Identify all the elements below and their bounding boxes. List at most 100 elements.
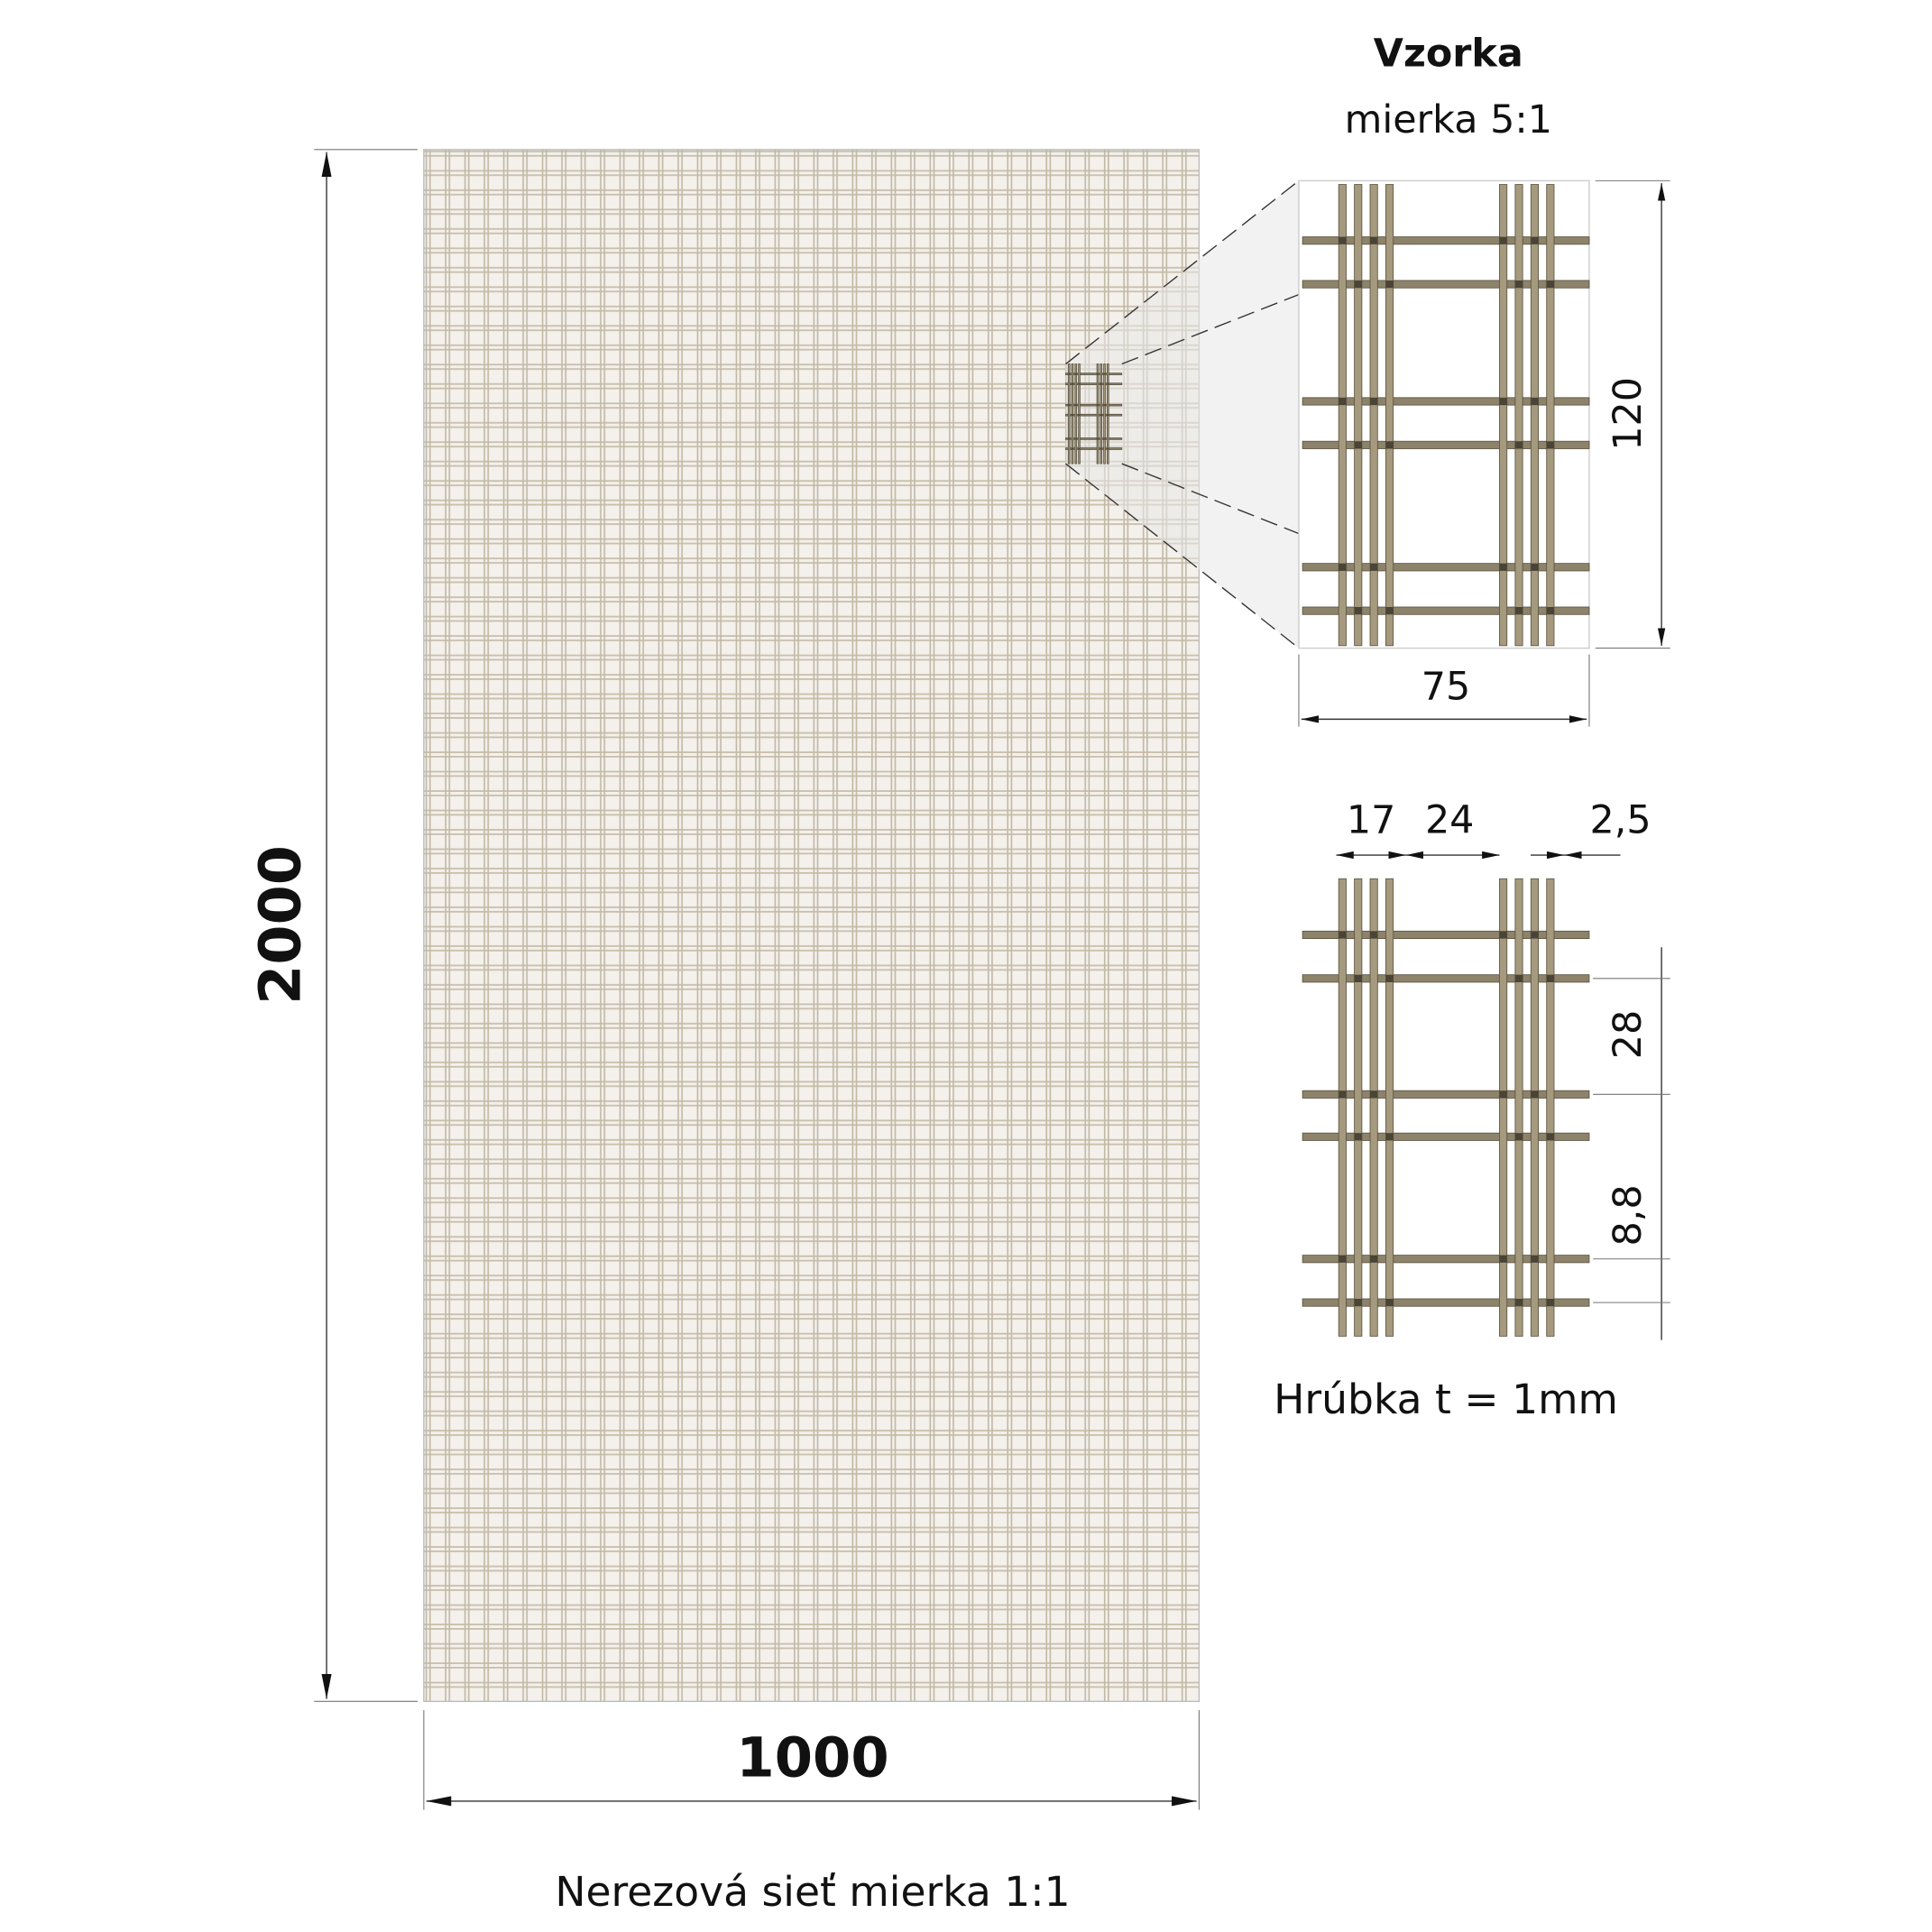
wire-crossing	[1370, 1255, 1378, 1263]
vertical-wire	[1067, 363, 1071, 465]
wire-crossing	[1370, 236, 1378, 244]
vertical-wire	[1074, 363, 1078, 465]
wire-crossing	[1099, 447, 1102, 450]
horizontal-wire	[1302, 1298, 1590, 1307]
wire-crossing	[1514, 1133, 1523, 1141]
wire-crossing	[1354, 280, 1362, 289]
wire-crossing	[1546, 441, 1554, 449]
wire-crossing	[1339, 1090, 1347, 1099]
wire-crossing	[1385, 1133, 1394, 1141]
wire-crossing	[1531, 397, 1539, 406]
wire-crossing	[1370, 931, 1378, 939]
wire-crossing	[1097, 437, 1099, 440]
vertical-wire	[1078, 363, 1081, 465]
horizontal-wire	[1065, 413, 1123, 417]
horizontal-wire	[1065, 382, 1123, 385]
sample-height: 120	[1605, 377, 1651, 451]
wire-crossing	[1514, 974, 1523, 982]
vertical-wire	[1546, 184, 1555, 647]
wire-crossing	[1370, 563, 1378, 571]
wire-crossing	[1107, 447, 1109, 450]
wire-crossing	[1078, 382, 1081, 385]
wire-crossing	[1385, 441, 1394, 449]
horizontal-wire	[1302, 397, 1590, 406]
dim-gap: 24	[1425, 798, 1475, 843]
wire-crossing	[1078, 414, 1081, 417]
wire-crossing	[1103, 437, 1106, 440]
wire-crossing	[1339, 236, 1347, 244]
wire-crossing	[1514, 607, 1523, 615]
wire-crossing	[1546, 1133, 1554, 1141]
wire-crossing	[1107, 382, 1109, 385]
wire-crossing	[1499, 1255, 1507, 1263]
wire-crossing	[1385, 607, 1394, 615]
horizontal-wire	[1065, 437, 1123, 440]
wire-crossing	[1499, 563, 1507, 571]
wire-crossing	[1072, 414, 1073, 417]
horizontal-wire	[1302, 930, 1590, 940]
vertical-wire	[1499, 184, 1508, 647]
vertical-wire	[1099, 363, 1103, 465]
panel-height: 2000	[247, 845, 314, 1005]
vertical-wire	[1103, 363, 1106, 465]
wire-crossing	[1354, 974, 1362, 982]
wire-crossing	[1370, 1090, 1378, 1099]
dim-wire: 2,5	[1589, 798, 1651, 843]
wire-crossing	[1068, 437, 1071, 440]
zoom-projection	[1065, 180, 1299, 649]
panel-caption: Nerezová sieť mierka 1:1	[555, 1868, 1070, 1916]
zoom-region	[1065, 363, 1123, 465]
horizontal-wire	[1302, 1132, 1590, 1141]
wire-crossing	[1385, 1298, 1394, 1307]
vertical-wire	[1514, 184, 1523, 647]
vertical-wire	[1514, 878, 1523, 1337]
wire-crossing	[1339, 1255, 1347, 1263]
horizontal-wire	[1302, 236, 1590, 245]
vertical-wire	[1530, 184, 1539, 647]
wire-crossing	[1499, 397, 1507, 406]
wire-crossing	[1499, 236, 1507, 244]
wire-crossing	[1339, 563, 1347, 571]
vertical-wire	[1530, 878, 1539, 1337]
wire-crossing	[1339, 397, 1347, 406]
vertical-wire	[1546, 878, 1555, 1337]
wire-crossing	[1531, 1090, 1539, 1099]
horizontal-wire	[1065, 403, 1123, 407]
wire-crossing	[1099, 414, 1102, 417]
wire-crossing	[1546, 1298, 1554, 1307]
sample-mesh	[1302, 184, 1590, 647]
horizontal-wire	[1302, 440, 1590, 449]
wire-crossing	[1546, 607, 1554, 615]
horizontal-wire	[1302, 1090, 1590, 1099]
thickness-note: Hrúbka t = 1mm	[1274, 1375, 1618, 1423]
wire-crossing	[1074, 404, 1077, 407]
wire-crossing	[1514, 441, 1523, 449]
wire-crossing	[1099, 382, 1102, 385]
wire-crossing	[1072, 382, 1073, 385]
vertical-wire	[1096, 363, 1099, 465]
wire-crossing	[1074, 437, 1077, 440]
vertical-wire	[1354, 184, 1363, 647]
wire-crossing	[1068, 373, 1071, 375]
wire-crossing	[1339, 931, 1347, 939]
wire-crossing	[1546, 280, 1554, 289]
wire-crossing	[1514, 1298, 1523, 1307]
wire-crossing	[1385, 974, 1394, 982]
vertical-wire	[1369, 878, 1378, 1337]
horizontal-wire	[1065, 447, 1123, 450]
wire-crossing	[1354, 441, 1362, 449]
wire-crossing	[1385, 280, 1394, 289]
vertical-wire	[1499, 878, 1508, 1337]
wire-crossing	[1499, 1090, 1507, 1099]
wire-crossing	[1107, 414, 1109, 417]
dim-space: 8,8	[1605, 1184, 1651, 1246]
vertical-wire	[1338, 184, 1347, 647]
wire-crossing	[1370, 397, 1378, 406]
wire-crossing	[1074, 373, 1077, 375]
horizontal-wire	[1302, 974, 1590, 983]
wire-crossing	[1354, 1133, 1362, 1141]
sample-scale: mierka 5:1	[1345, 97, 1552, 143]
sample-width: 75	[1421, 665, 1471, 710]
sample-title: Vzorka	[1374, 32, 1523, 77]
